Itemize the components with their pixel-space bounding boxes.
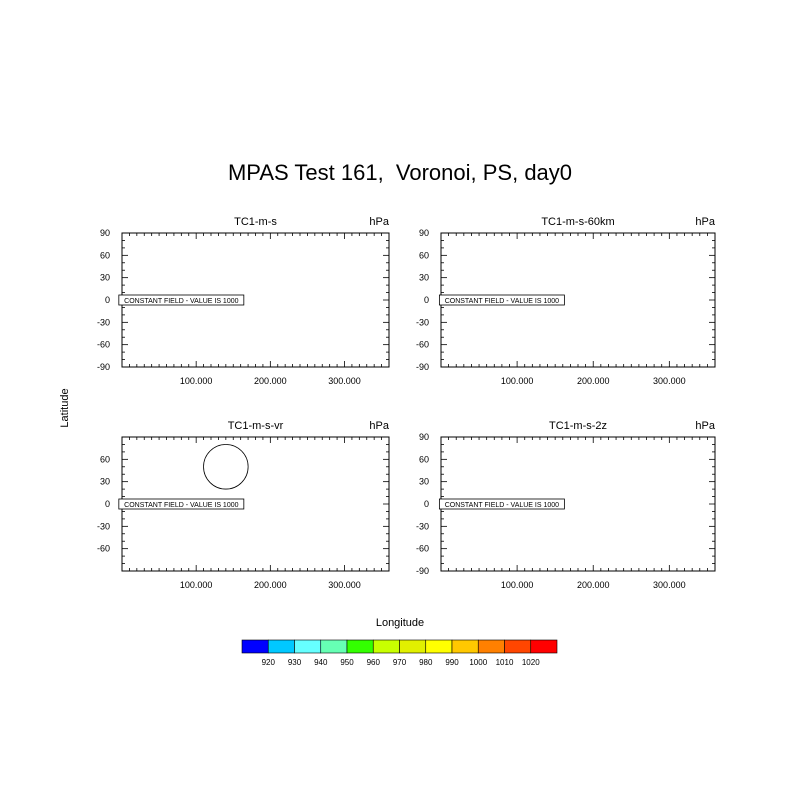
colorbar-label: 930: [288, 658, 302, 667]
y-tick-label: 30: [100, 273, 110, 283]
y-tick-label: 0: [105, 499, 110, 509]
x-tick-label: 200.000: [577, 376, 610, 386]
colorbar-label: 1010: [496, 658, 514, 667]
y-tick-label: 90: [100, 228, 110, 238]
colorbar-label: 1000: [469, 658, 487, 667]
y-tick-label: -90: [97, 362, 110, 372]
y-tick-label: 60: [419, 250, 429, 260]
colorbar-swatch: [451, 639, 479, 654]
panel-units: hPa: [695, 420, 715, 432]
colorbar-swatch: [399, 639, 427, 654]
y-tick-label: -30: [97, 521, 110, 531]
colorbar-label: 920: [262, 658, 276, 667]
colorbar-swatch: [372, 639, 400, 654]
x-tick-label: 200.000: [577, 580, 610, 590]
y-tick-label: 30: [419, 273, 429, 283]
colorbar-label: 990: [445, 658, 459, 667]
y-tick-label: 0: [424, 499, 429, 509]
colorbar-label: 950: [340, 658, 354, 667]
colorbar-swatch: [425, 639, 453, 654]
y-tick-label: 90: [419, 228, 429, 238]
figure-title: MPAS Test 161, Voronoi, PS, day0: [227, 160, 573, 185]
colorbar-swatch: [530, 639, 558, 654]
x-tick-label: 200.000: [254, 580, 287, 590]
colorbar-label: 940: [314, 658, 328, 667]
y-tick-label: -60: [416, 544, 429, 554]
annotation-text: CONSTANT FIELD - VALUE IS 1000: [445, 298, 559, 305]
colorbar-label: 960: [367, 658, 381, 667]
y-tick-label: 0: [105, 295, 110, 305]
annotation-text: CONSTANT FIELD - VALUE IS 1000: [124, 502, 238, 509]
panel-units: hPa: [369, 420, 389, 432]
panel-title: TC1-m-s-60km: [541, 216, 614, 228]
y-tick-label: -30: [416, 317, 429, 327]
x-tick-label: 300.000: [328, 376, 361, 386]
contour-circle: [203, 444, 249, 490]
x-tick-label: 300.000: [653, 580, 686, 590]
y-tick-label: 60: [100, 454, 110, 464]
colorbar-swatch: [294, 639, 322, 654]
colorbar-label: 1020: [522, 658, 540, 667]
annotation-box: [438, 294, 565, 306]
panel-4: TC1-m-s-2z hPa 100.000 200.000 300.000 90 60 30…: [416, 420, 716, 590]
annotation-box: [118, 294, 245, 306]
y-tick-label: -90: [416, 566, 429, 576]
y-tick-label: -60: [97, 340, 110, 350]
panel-3: TC1-m-s-vr hPa 100.000 200.000 300.000 60 30 0 -…: [97, 420, 390, 590]
colorbar-swatch: [346, 639, 374, 654]
y-tick-label: 90: [419, 432, 429, 442]
panel-title: TC1-m-s: [234, 216, 277, 228]
y-tick-label: -30: [416, 521, 429, 531]
annotation-box: [118, 498, 245, 510]
x-tick-label: 100.000: [501, 376, 534, 386]
y-tick-label: 60: [100, 250, 110, 260]
colorbar-label: 980: [419, 658, 433, 667]
x-tick-label: 100.000: [180, 580, 213, 590]
x-tick-label: 300.000: [653, 376, 686, 386]
y-tick-label: -90: [416, 362, 429, 372]
y-tick-label: 30: [100, 477, 110, 487]
annotation-text: CONSTANT FIELD - VALUE IS 1000: [124, 298, 238, 305]
y-tick-label: -60: [416, 340, 429, 350]
colorbar-swatch: [267, 639, 295, 654]
x-tick-label: 300.000: [328, 580, 361, 590]
panel-1: TC1-m-s hPa 100.000 200.000 300.000 90 60 30 0 -3…: [97, 216, 390, 386]
y-tick-label: 60: [419, 454, 429, 464]
panel-title: TC1-m-s-2z: [549, 420, 607, 432]
colorbar-swatch: [504, 639, 532, 654]
y-tick-label: 30: [419, 477, 429, 487]
y-tick-label: -60: [97, 544, 110, 554]
colorbar-label: 970: [393, 658, 407, 667]
panel-units: hPa: [695, 216, 715, 228]
x-axis-label: Longitude: [375, 617, 425, 629]
x-tick-label: 100.000: [501, 580, 534, 590]
annotation-box: [438, 498, 565, 510]
y-tick-label: 0: [424, 295, 429, 305]
colorbar-swatch: [241, 639, 269, 654]
panel-title: TC1-m-s-vr: [228, 420, 284, 432]
colorbar-swatch: [477, 639, 505, 654]
panel-units: hPa: [369, 216, 389, 228]
annotation-text: CONSTANT FIELD - VALUE IS 1000: [445, 502, 559, 509]
x-tick-label: 100.000: [180, 376, 213, 386]
y-tick-label: -30: [97, 317, 110, 327]
panel-2: TC1-m-s-60km hPa 100.000 200.000 300.000 90 60…: [416, 216, 716, 386]
colorbar-swatch: [320, 639, 348, 654]
colorbar: 920 930 940 950 960 970 980 990 1000 1010 1020: [241, 639, 558, 667]
x-tick-label: 200.000: [254, 376, 287, 386]
